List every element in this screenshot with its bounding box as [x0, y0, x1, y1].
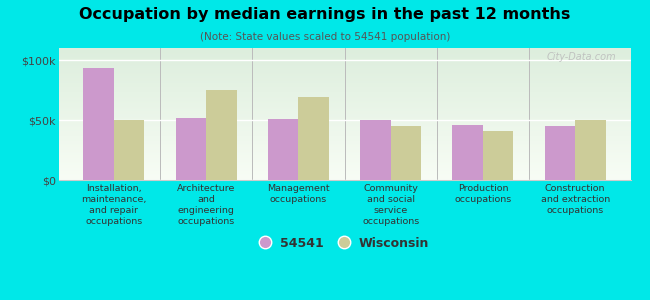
Bar	[452, 125, 483, 180]
Text: (Note: State values scaled to 54541 population): (Note: State values scaled to 54541 popu…	[200, 32, 450, 41]
Bar	[483, 131, 514, 180]
Bar	[83, 68, 114, 180]
Bar	[176, 118, 206, 180]
Bar	[545, 126, 575, 180]
Text: Occupation by median earnings in the past 12 months: Occupation by median earnings in the pas…	[79, 8, 571, 22]
Text: City-Data.com: City-Data.com	[547, 52, 616, 62]
Bar	[391, 126, 421, 180]
Bar	[360, 120, 391, 180]
Bar	[268, 119, 298, 180]
Bar	[114, 120, 144, 180]
Bar	[298, 97, 329, 180]
Legend: 54541, Wisconsin: 54541, Wisconsin	[260, 237, 429, 250]
Bar	[575, 120, 606, 180]
Bar	[206, 90, 237, 180]
